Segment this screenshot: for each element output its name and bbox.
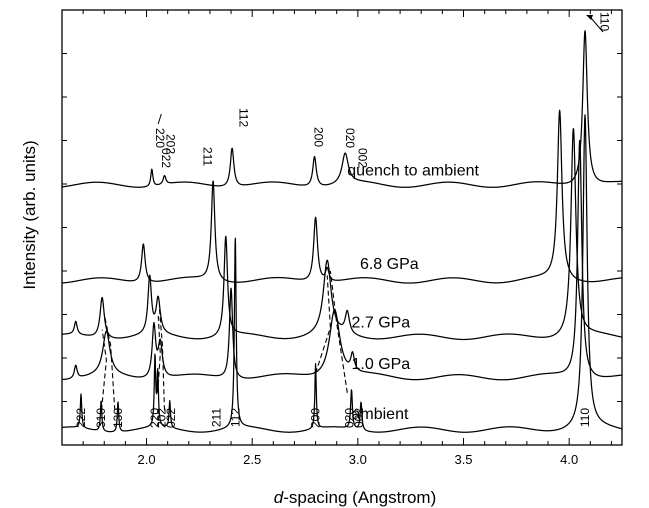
plot-frame <box>61 9 623 446</box>
x-tick-label: 4.0 <box>560 452 578 467</box>
hkl-label: 110 <box>578 408 592 427</box>
hkl-label: 112 <box>236 108 250 127</box>
hkl-label: 211 <box>200 147 214 166</box>
series-trace <box>61 127 623 341</box>
hkl-label: 222 <box>74 408 88 428</box>
series-trace <box>61 139 623 381</box>
hkl-label: 002 <box>356 148 370 168</box>
x-axis-title: d-spacing (Angstrom) <box>274 488 437 507</box>
series-label: quench to ambient <box>347 162 479 179</box>
x-tick-label: 3.0 <box>349 452 367 467</box>
series-label: 6.8 GPa <box>360 256 419 273</box>
x-tick-label: 2.0 <box>137 452 155 467</box>
hkl-label: 200 <box>309 408 323 428</box>
hkl-label: 110 <box>598 12 612 31</box>
series-trace <box>61 30 623 188</box>
hkl-label: 200 <box>311 127 325 147</box>
hkl-label: 020 <box>343 128 357 148</box>
peak-shift-guide <box>103 314 116 411</box>
series-trace <box>61 109 623 284</box>
hkl-label: 310 <box>94 408 108 428</box>
label-arrow <box>590 17 604 33</box>
series-group: ambient 1.0 GPa 2.7 GPa 6.8 GPa quench to am… <box>61 30 623 433</box>
series-label: ambient <box>352 406 409 423</box>
peak-shift-guides <box>100 270 348 411</box>
peak-shift-guide <box>158 305 166 411</box>
hkl-label: 202 <box>154 408 168 428</box>
hkl-label: 202 <box>163 134 177 154</box>
x-tick-label: 3.5 <box>454 452 472 467</box>
hkl-label: 220 <box>153 128 167 148</box>
hkl-label: 211 <box>209 408 223 427</box>
hkl-label: 020 <box>342 408 356 428</box>
x-axis: 2.0 2.5 3.0 3.5 4.0 <box>61 9 622 467</box>
series-label: 1.0 GPa <box>352 356 411 373</box>
hkl-label: 002 <box>352 408 366 428</box>
x-tick-label: 2.5 <box>243 452 261 467</box>
hkl-label: 220 <box>148 408 162 428</box>
peak-shift-guide <box>329 270 348 393</box>
peak-shift-guide <box>100 329 107 411</box>
hkl-label: 022 <box>159 148 173 168</box>
hkl-label: 022 <box>164 408 178 428</box>
series-trace <box>61 114 623 433</box>
hkl-label: 112 <box>228 408 242 427</box>
label-arrow <box>157 113 162 125</box>
hkl-label: 130 <box>111 408 125 428</box>
plot-border <box>61 9 623 446</box>
peak-shift-guide <box>315 275 331 374</box>
y-axis-title: Intensity (arb. units) <box>20 140 39 289</box>
peak-shift-guide <box>157 314 161 393</box>
series-label: 2.7 GPa <box>352 315 411 332</box>
